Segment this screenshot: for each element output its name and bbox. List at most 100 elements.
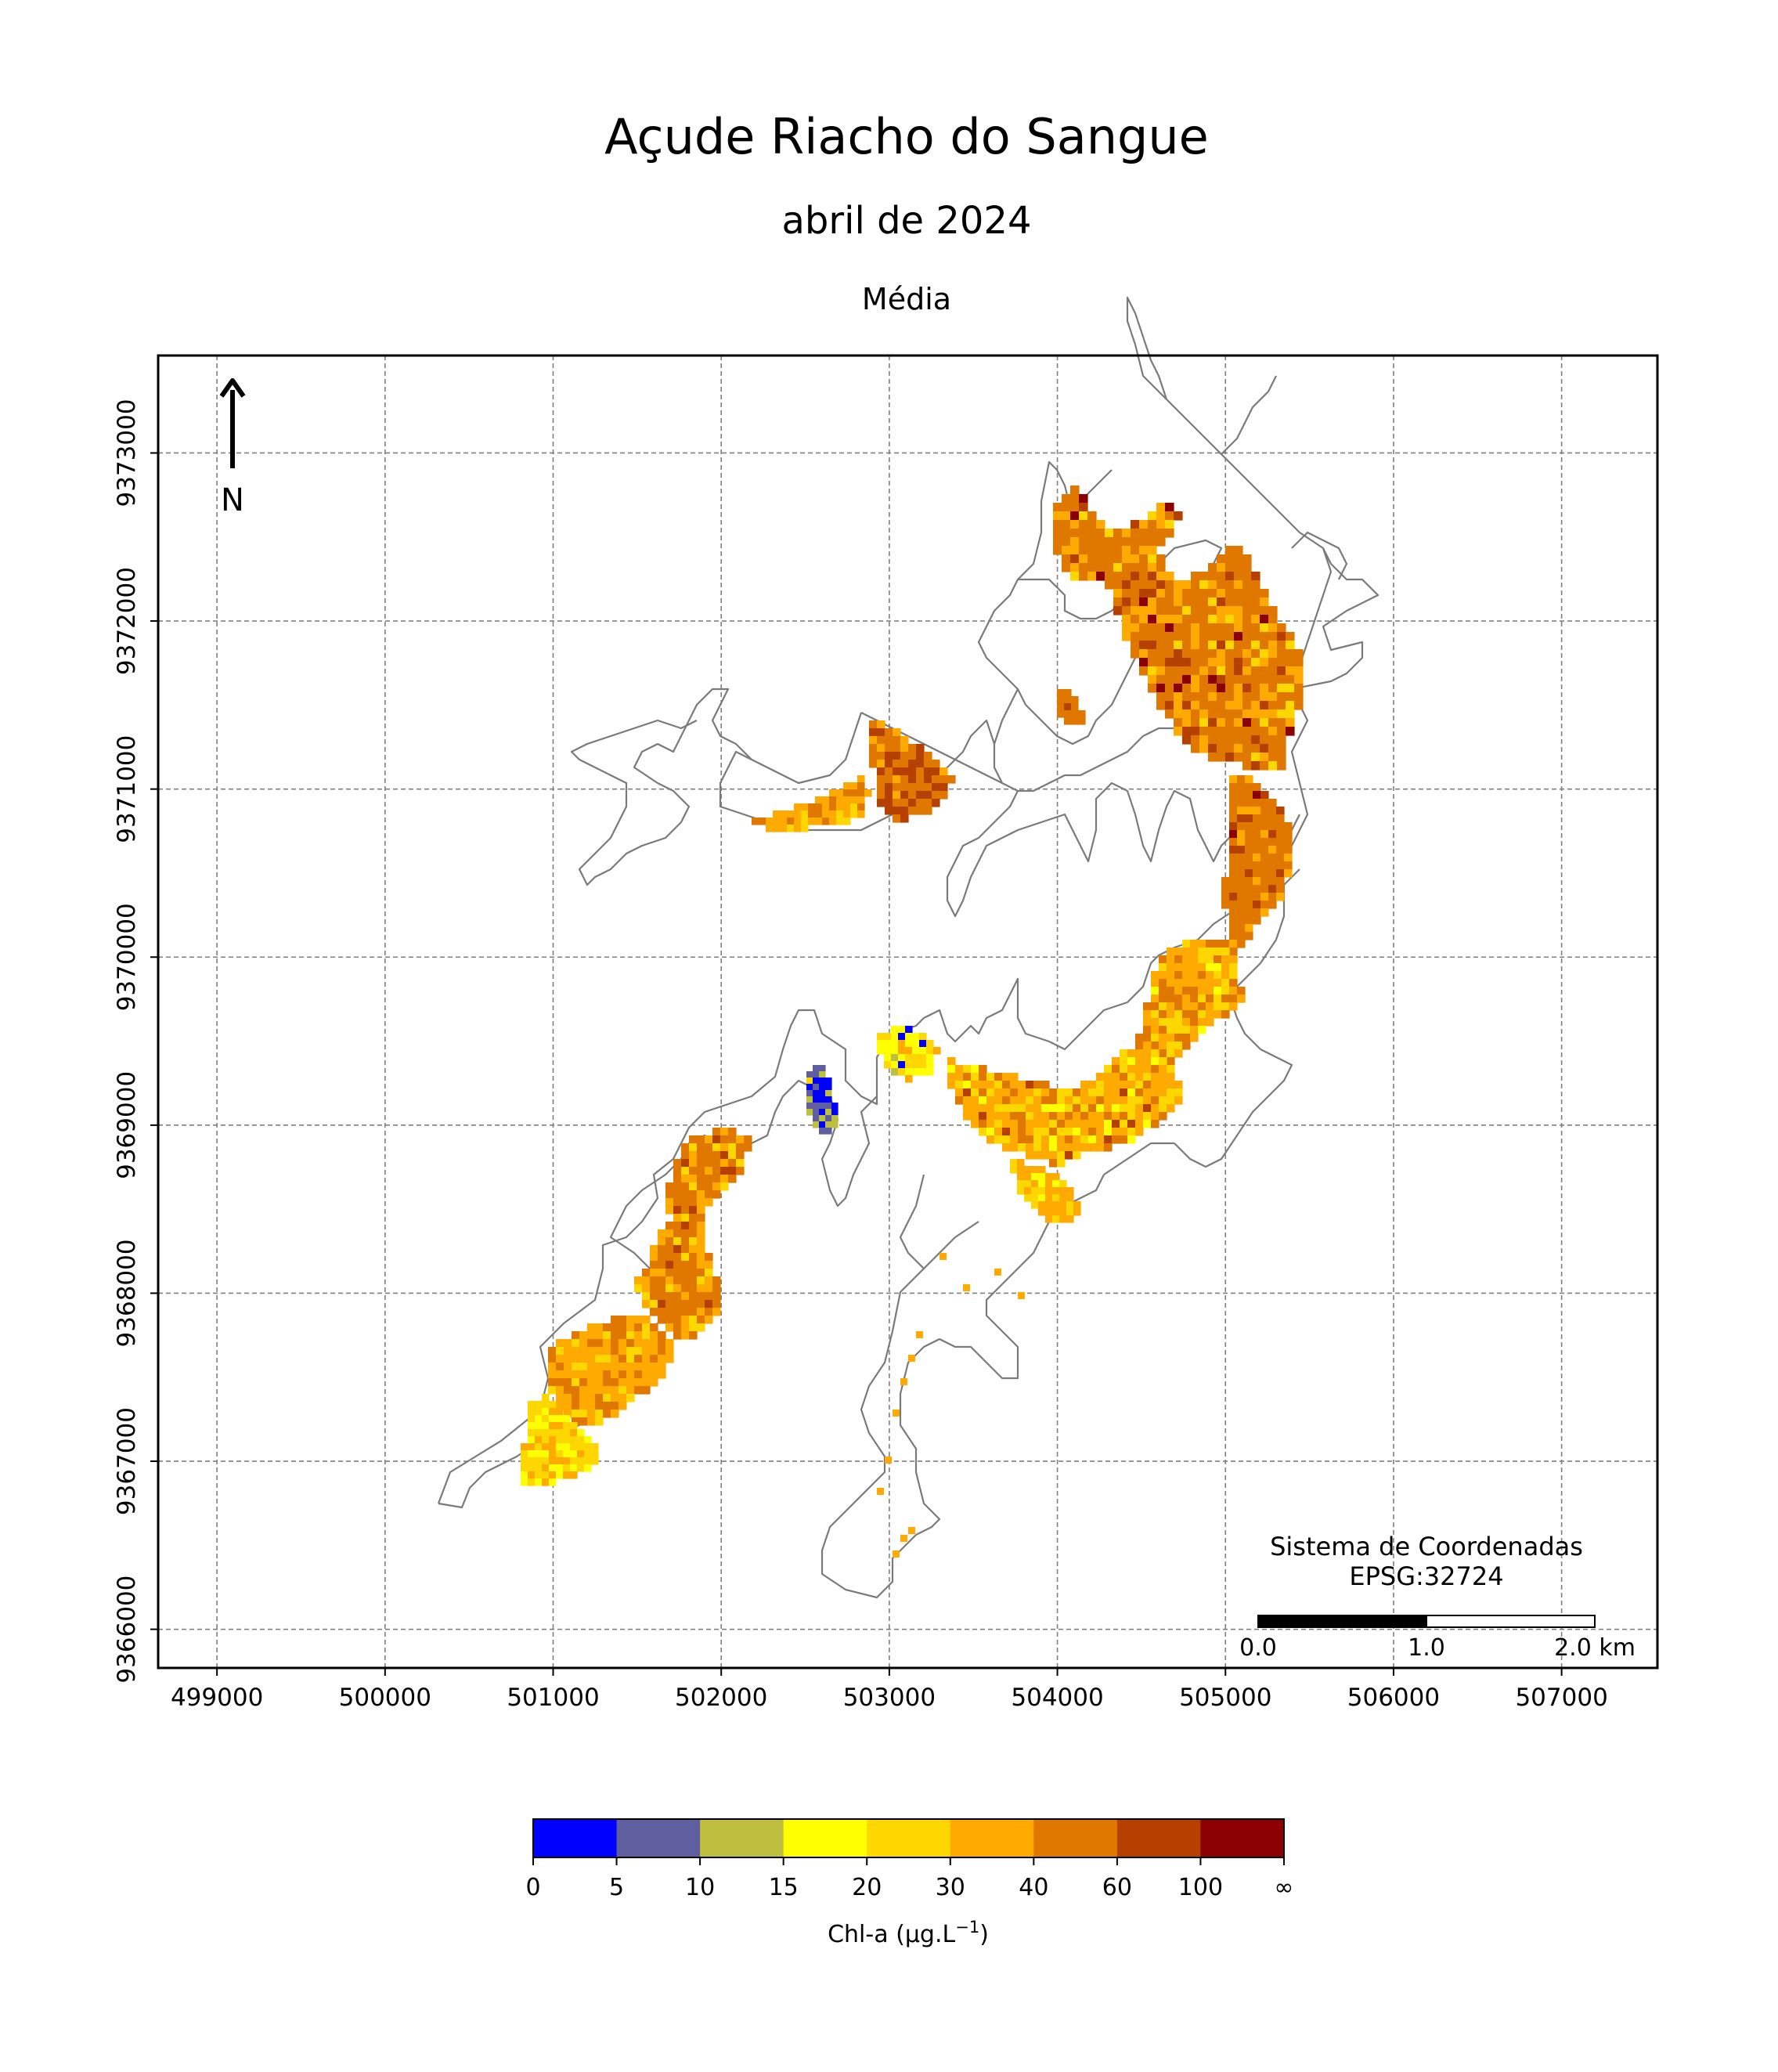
raster-pixel [697,1182,705,1191]
raster-pixel [857,810,865,818]
raster-pixel [626,1339,635,1348]
raster-pixel [1182,987,1191,995]
raster-pixel [1057,1088,1066,1097]
raster-pixel [1208,580,1217,590]
raster-pixel [673,1331,682,1340]
raster-pixel [1165,632,1174,641]
raster-pixel [579,1410,588,1418]
raster-pixel [570,1443,578,1451]
raster-pixel [1242,709,1252,719]
raster-pixel [1038,1180,1046,1188]
raster-pixel [1268,753,1278,762]
raster-pixel [705,1316,713,1324]
raster-pixel [570,1471,578,1479]
raster-pixel [665,1245,674,1254]
raster-pixel [549,1471,557,1479]
raster-pixel [705,1253,713,1262]
raster-pixel [1088,1081,1097,1089]
raster-pixel [1073,1088,1081,1097]
raster-pixel [1208,572,1217,581]
raster-pixel [780,818,788,825]
raster-pixel [1174,1010,1183,1019]
raster-pixel [1229,893,1238,901]
raster-pixel [650,1253,658,1262]
raster-pixel [1174,615,1183,624]
raster-pixel [1286,632,1295,641]
colorbar-swatch [867,1819,951,1857]
raster-pixel [1070,494,1080,504]
raster-pixel [556,1457,564,1465]
raster-pixel [979,1073,987,1081]
raster-pixel [1253,893,1261,901]
raster-pixel [1064,689,1072,697]
raster-pixel [1208,709,1217,719]
raster-pixel [1242,692,1252,702]
raster-pixel [1182,971,1191,980]
raster-pixel [642,1292,651,1301]
raster-pixel [1251,649,1260,659]
raster-pixel [549,1457,557,1465]
raster-pixel [1105,563,1114,572]
raster-pixel [1260,701,1269,710]
raster-pixel [1024,1187,1032,1195]
raster-pixel [697,1237,705,1246]
raster-pixel [579,1402,588,1410]
raster-pixel [595,1410,604,1418]
raster-pixel [1182,948,1191,956]
raster-pixel [626,1394,635,1402]
raster-pixel [1002,1135,1011,1144]
raster-pixel [1165,511,1174,521]
raster-pixel [1066,1201,1074,1209]
raster-pixel [626,1370,635,1379]
raster-pixel [736,1159,745,1168]
raster-pixel [986,1073,995,1081]
raster-pixel [665,1339,674,1348]
raster-pixel [825,1084,832,1091]
raster-pixel [955,1096,964,1105]
raster-pixel [1182,658,1192,667]
raster-pixel [1174,623,1183,633]
raster-pixel [1251,753,1260,762]
raster-pixel [1182,940,1191,948]
raster-pixel [1120,1135,1128,1144]
scale-bar: 0.0 1.0 2.0 km [1239,1615,1636,1662]
raster-pixel [1286,701,1295,710]
raster-pixel [1010,1128,1019,1136]
raster-pixel [1096,1128,1105,1136]
raster-pixel [1253,846,1261,854]
raster-pixel [836,796,844,804]
raster-pixel [1073,1112,1081,1121]
raster-pixel [1071,696,1079,704]
raster-pixel [1217,615,1226,624]
raster-pixel [548,1347,557,1355]
colorbar-tick-label: 60 [1102,1874,1132,1901]
raster-pixel [1139,666,1149,676]
raster-pixel [665,1355,674,1363]
raster-pixel [1234,589,1243,598]
raster-pixel [549,1443,557,1451]
raster-pixel [1131,623,1140,633]
raster-pixel [1245,893,1253,901]
raster-pixel [916,791,925,800]
raster-pixel [1112,1135,1120,1144]
raster-pixel [1253,822,1261,831]
raster-pixel [535,1450,543,1458]
raster-pixel [705,1308,713,1316]
raster-pixel [1225,632,1235,641]
raster-pixel [1174,994,1183,1003]
raster-pixel [1139,658,1149,667]
raster-pixel [1165,692,1174,702]
raster-pixel [1148,615,1157,624]
raster-pixel [916,752,925,760]
raster-pixel [963,1096,972,1105]
raster-pixel [689,1151,698,1160]
raster-pixel [1066,1194,1074,1202]
raster-pixel [766,818,774,825]
raster-pixel [900,799,909,807]
raster-pixel [1112,1065,1120,1074]
raster-pixel [869,736,878,745]
raster-pixel [877,752,885,760]
raster-pixel [1033,1081,1042,1089]
raster-pixel [1206,1018,1214,1027]
raster-pixel [1190,1002,1199,1011]
